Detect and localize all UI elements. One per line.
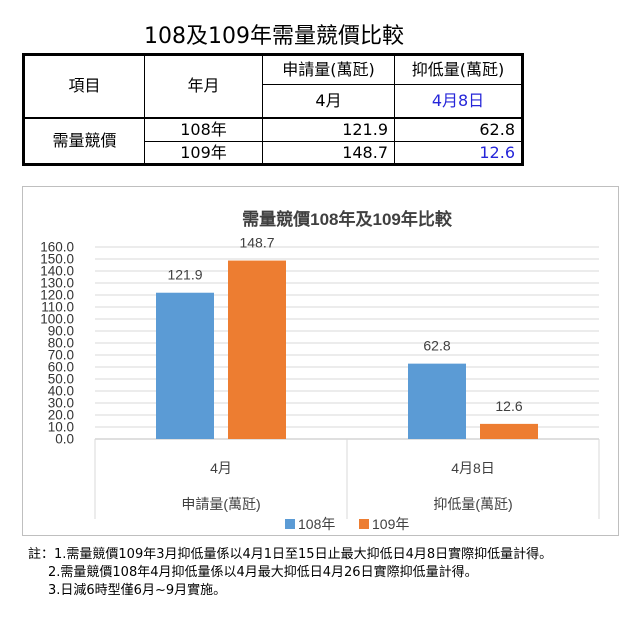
y-tick-label: 70.0 [48, 348, 74, 363]
chart-frame: 需量競價108年及109年比較 0.0 10.0 20.0 30.0 40.0 50.0 60… [22, 186, 619, 536]
x-group-label: 申請量(萬瓩) [181, 496, 260, 512]
y-tick-label: 130.0 [40, 276, 74, 291]
bar [408, 363, 466, 439]
note-1: 註：1.需量競價109年3月抑低量係以4月1日至15日止最大抑低日4月8日實際抑… [28, 547, 553, 562]
header-period: 年月 [144, 54, 263, 118]
page-title: 108及109年需量競價比較 [144, 24, 404, 49]
bar [156, 292, 214, 439]
x-tick-label: 4月 [210, 460, 232, 476]
subheader-suppress-date: 4月8日 [394, 84, 523, 118]
data-label: 121.9 [167, 267, 202, 283]
legend-label: 109年 [372, 516, 409, 532]
y-tick-label: 80.0 [48, 336, 74, 351]
row-apply-108: 121.9 [262, 116, 395, 142]
y-tick-label: 120.0 [40, 288, 74, 303]
header-item: 項目 [23, 54, 145, 118]
subheader-apply-month: 4月 [262, 84, 395, 118]
data-label: 62.8 [423, 338, 450, 354]
header-suppress: 抑低量(萬瓩) [394, 54, 523, 85]
x-tick-label: 4月8日 [451, 460, 495, 476]
header-apply: 申請量(萬瓩) [262, 54, 395, 85]
y-tick-label: 100.0 [40, 312, 74, 327]
bar [480, 423, 538, 439]
notes: 註：1.需量競價109年3月抑低量係以4月1日至15日止最大抑低日4月8日實際抑… [28, 546, 636, 600]
y-tick-label: 160.0 [40, 240, 74, 255]
legend-swatch [285, 519, 295, 529]
y-tick-label: 0.0 [55, 432, 74, 447]
chart-title: 需量競價108年及109年比較 [242, 209, 453, 229]
y-tick-label: 140.0 [40, 264, 74, 279]
legend-label: 108年 [298, 516, 335, 532]
row-year-109: 109年 [144, 141, 263, 165]
y-tick-label: 60.0 [48, 360, 74, 375]
y-tick-label: 110.0 [41, 300, 74, 315]
bar-chart: 需量競價108年及109年比較 0.010.020.030.040.050.060… [40, 209, 600, 532]
note-2: 2.需量競價108年4月抑低量係以4月最大抑低日4月26日實際抑低量計得。 [48, 565, 478, 580]
legend-swatch [359, 519, 369, 529]
y-tick-label: 20.0 [48, 408, 74, 423]
y-tick-label: 40.0 [48, 384, 74, 399]
bar [228, 260, 286, 439]
x-group-label: 抑低量(萬瓩) [433, 496, 512, 512]
row-suppress-108: 62.8 [394, 116, 523, 142]
row-apply-109: 148.7 [262, 141, 395, 165]
y-tick-label: 150.0 [40, 252, 74, 267]
y-tick-label: 50.0 [48, 372, 74, 387]
row-year-108: 108年 [144, 116, 263, 142]
data-label: 148.7 [239, 235, 274, 251]
y-tick-label: 10.0 [48, 420, 74, 435]
note-3: 3.日減6時型僅6月~9月實施。 [48, 583, 227, 598]
data-label: 12.6 [495, 398, 522, 414]
comparison-table: 項目 年月 申請量(萬瓩) 抑低量(萬瓩) 4月 4月8日 需量競價 108年 … [22, 53, 524, 166]
y-tick-label: 90.0 [48, 324, 74, 339]
y-tick-label: 30.0 [48, 396, 74, 411]
row-suppress-109: 12.6 [394, 141, 523, 165]
row-label: 需量競價 [23, 116, 145, 165]
